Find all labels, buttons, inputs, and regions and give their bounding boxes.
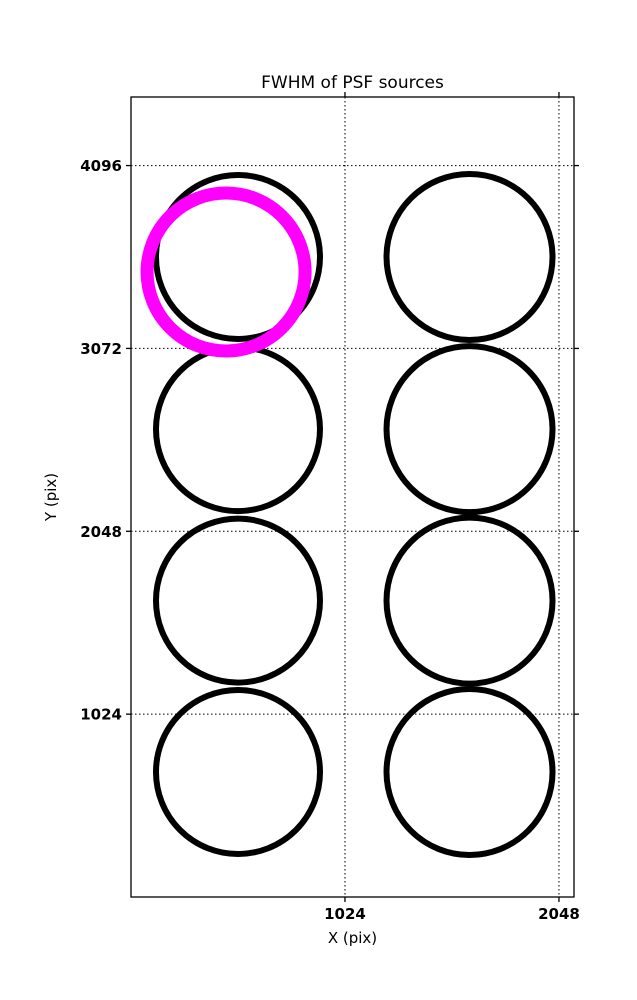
psf-circle-source-8[interactable] bbox=[383, 686, 556, 858]
psf-circle-source-1[interactable] bbox=[152, 172, 323, 342]
plot-area-background bbox=[131, 97, 574, 897]
x-tick-labels: 1024 2048 bbox=[324, 905, 580, 923]
data-markers[interactable] bbox=[140, 171, 556, 858]
psf-circle-source-2[interactable] bbox=[383, 171, 556, 343]
y-axis-label: Y (pix) bbox=[42, 473, 60, 522]
axis-ticks bbox=[126, 92, 579, 902]
plot-frame bbox=[130, 96, 575, 898]
x-axis-label: X (pix) bbox=[328, 929, 377, 947]
y-tick-label-4096: 4096 bbox=[80, 157, 122, 175]
x-tick-label-1024: 1024 bbox=[324, 905, 366, 923]
psf-circle-source-6[interactable] bbox=[383, 514, 556, 687]
y-tick-label-2048: 2048 bbox=[80, 523, 122, 541]
psf-circle-reference-circle[interactable] bbox=[140, 186, 312, 358]
y-tick-label-1024: 1024 bbox=[80, 706, 122, 724]
chart-title: FWHM of PSF sources bbox=[261, 73, 444, 93]
gridlines bbox=[131, 97, 574, 897]
x-tick-label-2048: 2048 bbox=[538, 905, 580, 923]
psf-circle-source-5[interactable] bbox=[152, 515, 323, 686]
psf-circle-source-4[interactable] bbox=[383, 343, 556, 516]
y-tick-label-3072: 3072 bbox=[80, 340, 122, 358]
y-tick-labels: 1024 2048 3072 4096 bbox=[80, 157, 122, 724]
psf-circle-source-7[interactable] bbox=[152, 687, 323, 857]
